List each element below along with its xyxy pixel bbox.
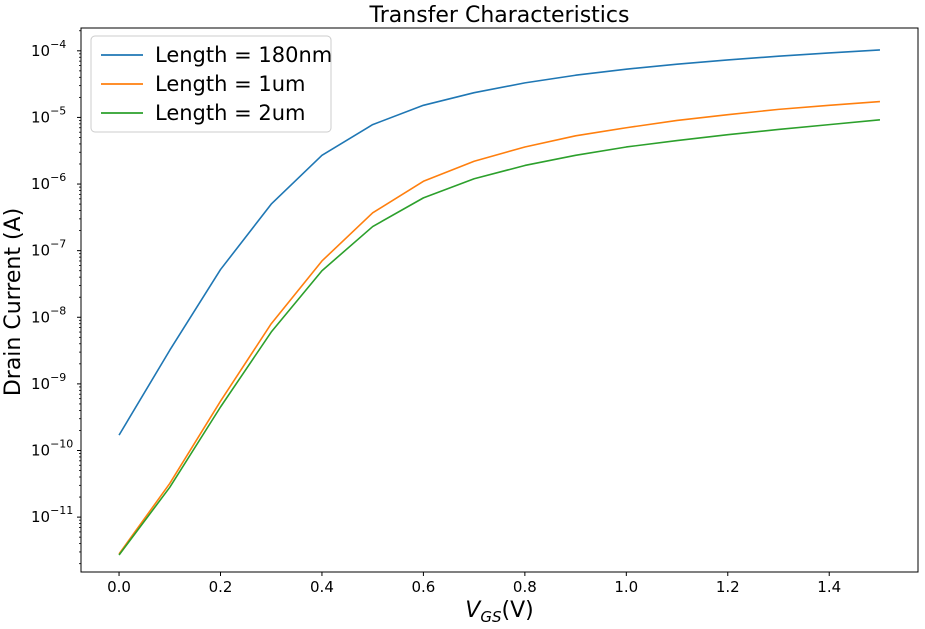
x-tick-label: 0.8 bbox=[513, 578, 537, 596]
y-tick-label-exponent: −5 bbox=[50, 104, 66, 117]
y-tick-label-base: 10 bbox=[31, 375, 50, 393]
x-tick-label: 1.4 bbox=[817, 578, 841, 596]
y-tick-label: 10−4 bbox=[31, 38, 66, 60]
y-tick-label: 10−7 bbox=[31, 238, 66, 260]
x-axis-label-subscript: GS bbox=[480, 608, 502, 626]
x-tick-label: 0.0 bbox=[107, 578, 131, 596]
x-axis-label-unit: (V) bbox=[502, 598, 534, 623]
y-tick-label: 10−10 bbox=[31, 438, 73, 460]
legend: Length = 180nm Length = 1um Length = 2um bbox=[90, 35, 332, 133]
y-tick-label-exponent: −4 bbox=[50, 38, 66, 51]
y-tick-label-base: 10 bbox=[31, 42, 50, 60]
y-tick-label: 10−9 bbox=[31, 371, 66, 393]
y-tick-label-base: 10 bbox=[31, 442, 50, 460]
x-axis-label: VGS(V) bbox=[465, 598, 533, 626]
y-tick-label-exponent: −8 bbox=[50, 304, 66, 317]
x-tick-label: 0.2 bbox=[209, 578, 233, 596]
legend-label-1: Length = 1um bbox=[155, 72, 306, 96]
x-tick-label: 1.0 bbox=[614, 578, 638, 596]
x-tick-label: 0.4 bbox=[310, 578, 334, 596]
y-tick-label: 10−8 bbox=[31, 304, 66, 326]
y-tick-label-base: 10 bbox=[31, 108, 50, 126]
y-tick-label-base: 10 bbox=[31, 175, 50, 193]
legend-box bbox=[90, 35, 332, 133]
plot-area: 0.0 0.2 0.4 0.6 0.8 1.0 1.2 1.410−1110−1010−910… bbox=[31, 27, 919, 596]
x-tick-label: 1.2 bbox=[716, 578, 740, 596]
y-tick-label-base: 10 bbox=[31, 508, 50, 526]
series-line-1 bbox=[118, 100, 881, 555]
y-axis-label: Drain Current (A) bbox=[1, 208, 26, 396]
y-tick-label-exponent: −9 bbox=[50, 371, 66, 384]
y-tick-label-exponent: −7 bbox=[50, 238, 66, 251]
legend-label-0: Length = 180nm bbox=[155, 43, 332, 67]
y-tick-label-exponent: −6 bbox=[50, 171, 66, 184]
y-tick-label: 10−6 bbox=[31, 171, 66, 193]
chart-title: Transfer Characteristics bbox=[369, 3, 630, 28]
x-axis-label-variable: V bbox=[465, 598, 482, 623]
y-tick-label-base: 10 bbox=[31, 242, 50, 260]
y-tick-label-base: 10 bbox=[31, 308, 50, 326]
y-tick-label-exponent: −10 bbox=[50, 438, 73, 451]
legend-label-2: Length = 2um bbox=[155, 101, 306, 125]
y-axis-label-group: Drain Current (A) bbox=[1, 208, 26, 396]
y-tick-label: 10−5 bbox=[31, 104, 66, 126]
y-tick-label-exponent: −11 bbox=[50, 504, 73, 517]
series-line-2 bbox=[118, 119, 881, 556]
series-line-0 bbox=[118, 49, 880, 436]
x-tick-label: 0.6 bbox=[411, 578, 435, 596]
y-tick-label: 10−11 bbox=[31, 504, 73, 526]
axes-frame bbox=[80, 27, 919, 573]
